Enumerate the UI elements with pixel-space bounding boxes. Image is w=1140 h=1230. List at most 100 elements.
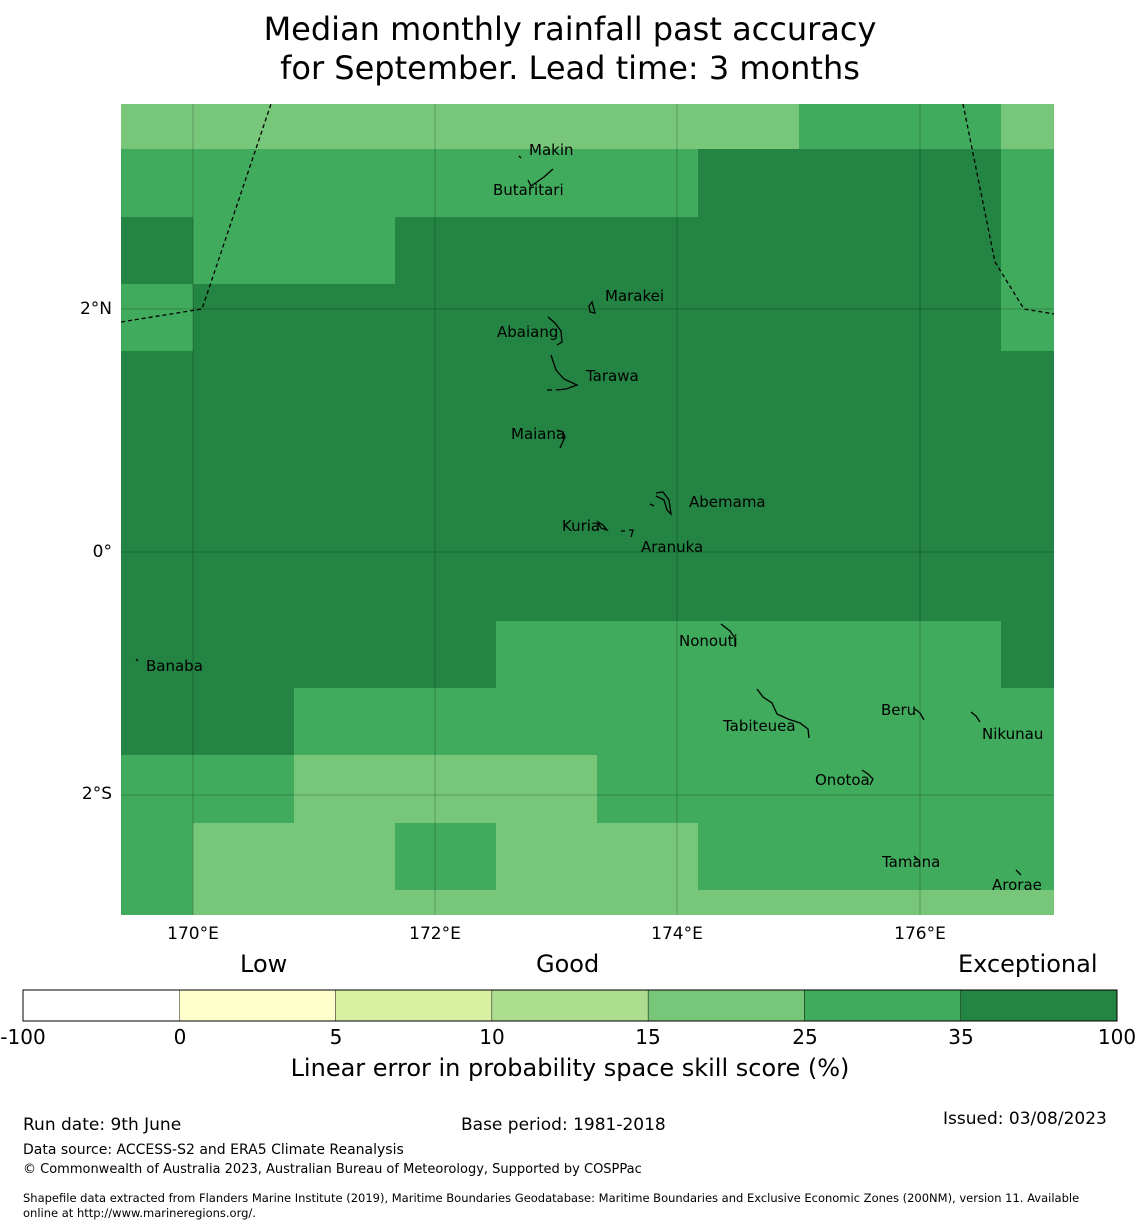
skill-cell: [900, 217, 1001, 284]
skill-cell: [1001, 217, 1054, 284]
skill-cell: [597, 284, 698, 351]
title-line-2: for September. Lead time: 3 months: [280, 49, 860, 87]
issued-date: Issued: 03/08/2023: [943, 1109, 1107, 1129]
skill-cell: [900, 823, 1001, 890]
island-banaba: [135, 658, 139, 662]
skill-cell: [121, 486, 193, 553]
skill-cell: [597, 823, 698, 890]
skill-cell: [900, 688, 1001, 755]
skill-cell: [799, 351, 900, 419]
colorbar-segment: [179, 989, 336, 1022]
islands: [135, 155, 1022, 876]
skill-cell: [597, 621, 698, 688]
skill-cell: [698, 351, 799, 419]
skill-cell: [193, 351, 294, 419]
island-makin: [518, 155, 522, 159]
skill-cell: [1001, 419, 1054, 486]
skill-cell: [597, 755, 698, 823]
skill-cell: [698, 419, 799, 486]
skill-cell: [121, 621, 193, 688]
skill-cell: [799, 553, 900, 621]
skill-cell: [294, 553, 395, 621]
skill-cell: [496, 621, 597, 688]
skill-cell: [698, 149, 799, 217]
skill-cell: [294, 217, 395, 284]
place-label-onotoa: Onotoa: [815, 771, 870, 789]
eez-boundaries: [120, 103, 1055, 323]
skill-cell: [597, 486, 698, 553]
skill-cell: [395, 419, 496, 486]
skill-cell: [496, 553, 597, 621]
skill-cell: [900, 284, 1001, 351]
colorbar-border: [22, 989, 1118, 1022]
place-label-butaritari: Butaritari: [493, 181, 564, 199]
colorbar-segment: [804, 989, 961, 1022]
skill-cell: [799, 217, 900, 284]
skill-cell: [395, 486, 496, 553]
skill-cell: [597, 419, 698, 486]
skill-cell: [496, 688, 597, 755]
skill-cell: [496, 217, 597, 284]
skill-cell: [496, 419, 597, 486]
skill-cell: [193, 104, 294, 149]
island-tabiteuea: [756, 688, 810, 739]
skill-cell: [698, 621, 799, 688]
lat-label-2n: 2°N: [79, 299, 112, 319]
colorbar-segment: [647, 989, 805, 1022]
colorbar-title: Linear error in probability space skill …: [290, 1054, 850, 1082]
colorbar-segment: [960, 989, 1118, 1022]
island-nonouti: [720, 623, 736, 647]
island-maiana: [556, 429, 566, 449]
skill-cell: [900, 149, 1001, 217]
skill-cell: [395, 217, 496, 284]
skill-cell: [597, 351, 698, 419]
skill-cell: [121, 553, 193, 621]
skill-cell: [193, 284, 294, 351]
skill-cell: [193, 486, 294, 553]
skill-cell: [121, 351, 193, 419]
skill-cell: [597, 688, 698, 755]
skill-cell: [900, 890, 1001, 915]
skill-cell: [900, 755, 1001, 823]
skill-cell: [799, 890, 900, 915]
legend-label-good: Good: [536, 950, 600, 978]
skill-cell: [799, 823, 900, 890]
colorbar-segment: [335, 989, 493, 1022]
place-label-maiana: Maiana: [511, 425, 566, 443]
place-label-makin: Makin: [529, 141, 574, 159]
place-label-aranuka: Aranuka: [641, 538, 704, 556]
skill-cell: [121, 890, 193, 915]
colorbar-segment: [491, 989, 649, 1022]
skill-cell: [121, 149, 193, 217]
island-tamana: [913, 855, 919, 861]
skill-cell: [121, 688, 193, 755]
skill-cell: [395, 553, 496, 621]
colorbar-tick-35: 35: [948, 1025, 974, 1049]
skill-cell: [395, 755, 496, 823]
skill-cell: [496, 284, 597, 351]
skill-cell: [395, 104, 496, 149]
skill-cell: [395, 284, 496, 351]
skill-cell: [1001, 755, 1054, 823]
skill-cell: [395, 823, 496, 890]
skill-cell: [597, 553, 698, 621]
island-nikunau: [970, 711, 981, 723]
skill-cell: [597, 890, 698, 915]
island-marakei: [588, 300, 596, 314]
place-label-beru: Beru: [881, 701, 917, 719]
skill-cell: [1001, 486, 1054, 553]
skill-cell: [1001, 890, 1054, 915]
skill-cell: [193, 890, 294, 915]
lon-label-170e: 170°E: [167, 924, 219, 944]
skill-cell: [698, 486, 799, 553]
skill-cell: [900, 419, 1001, 486]
colorbar-tick-minus100: -100: [0, 1025, 46, 1049]
island-abaiang: [547, 316, 563, 346]
island-aranuka: [621, 529, 634, 538]
colorbar-tick-25: 25: [792, 1025, 818, 1049]
skill-cell: [799, 688, 900, 755]
colorbar-segment: [22, 989, 180, 1022]
skill-cell: [496, 104, 597, 149]
graticule: [121, 104, 1054, 915]
skill-cell: [294, 621, 395, 688]
